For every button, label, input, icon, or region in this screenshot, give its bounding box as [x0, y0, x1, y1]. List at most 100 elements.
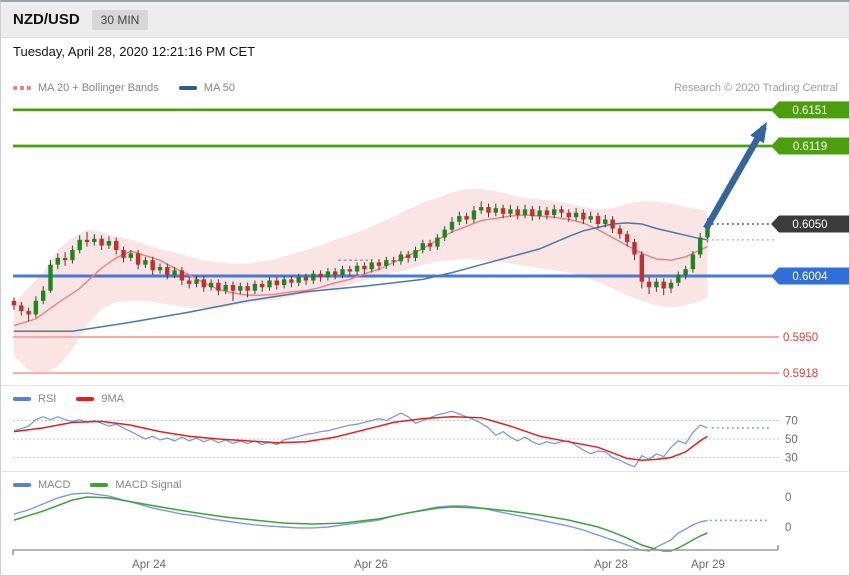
candle-body-bullish [668, 282, 674, 289]
resistance-price-tag-text: 0.6151 [792, 105, 827, 117]
candle-body-bullish [537, 210, 542, 217]
candle-body-bullish [92, 238, 97, 243]
rsi-gridline-label: 50 [785, 434, 798, 446]
candle-body-bearish [303, 277, 309, 281]
candle-body-bearish [625, 234, 630, 243]
ma50-line [14, 222, 708, 333]
candle-body-bearish [610, 219, 615, 229]
macd-legend-swatch [13, 483, 31, 487]
candle-body-bullish [77, 239, 82, 250]
candle-body-bearish [62, 257, 68, 261]
candle-body-bullish [252, 283, 258, 291]
candle-body-bullish [457, 216, 462, 222]
macd-legend-label: MACD Signal [115, 479, 182, 491]
pivot-price-tag-text: 0.6004 [792, 271, 828, 283]
candle-body-bullish [296, 277, 301, 283]
research-watermark: Research © 2020 Trading Central [673, 82, 838, 94]
chart-datetime: Tuesday, April 28, 2020 12:21:16 PM CET [13, 44, 256, 59]
candle-body-bullish [33, 300, 39, 315]
rsi-panel-legend: RSI 9MA [13, 393, 144, 405]
candle-body-bearish [187, 280, 192, 284]
candle-body-bullish [128, 253, 133, 258]
resistance-price-tag-bg [771, 101, 849, 119]
rsi-9ma-line [13, 416, 708, 462]
candle-body-bearish [201, 279, 206, 288]
candle-body-bearish [333, 271, 338, 275]
candle-body-bearish [26, 311, 31, 315]
macd-zero-label: 0 [785, 492, 791, 504]
candle-body-bullish [194, 279, 199, 284]
candle-body-bearish [486, 207, 491, 213]
candle-body-bearish [19, 305, 24, 312]
rsi-legend-swatch [13, 397, 31, 401]
chart-header-bar: NZD/USD 30 MIN [1, 2, 849, 38]
forecast-up-arrow [703, 121, 767, 231]
candle-body-bearish [566, 212, 571, 218]
candle-body-bearish [464, 216, 469, 220]
current-price-tag-text: 0.6050 [792, 219, 827, 231]
candle-body-bearish [500, 208, 506, 214]
main-legend-item: MA 20 + Bollinger Bands [13, 82, 159, 94]
candle-body-bearish [530, 209, 535, 217]
rsi-legend-swatch [76, 397, 95, 401]
candle-body-bullish [690, 254, 696, 270]
candle-body-bullish [41, 290, 46, 301]
candle-body-bullish [281, 279, 287, 286]
candle-body-bearish [135, 253, 141, 265]
candle-body-bullish [552, 209, 557, 215]
candle-body-bullish [479, 207, 484, 211]
candle-body-bullish [55, 257, 60, 265]
candle-body-bullish [384, 260, 389, 266]
rsi-legend-label: 9MA [101, 393, 124, 405]
rsi-line [13, 410, 708, 468]
candle-body-bullish [48, 264, 53, 291]
candle-body-bullish [705, 226, 710, 238]
current-price-tag-bg [771, 215, 849, 233]
rsi-legend-label: RSI [38, 393, 57, 405]
main-legend-swatch [13, 86, 31, 90]
candle-body-bearish [230, 285, 236, 291]
main-legend-label: MA 50 [203, 82, 235, 94]
candle-body-bearish [11, 300, 17, 306]
candle-body-bullish [398, 254, 404, 262]
candle-body-bearish [391, 260, 396, 262]
candle-body-bullish [683, 269, 688, 275]
candle-body-bearish [260, 283, 265, 288]
symbol-title: NZD/USD [13, 11, 80, 28]
candle-body-bearish [114, 240, 119, 250]
bollinger-band-area [14, 189, 708, 375]
candle-body-bullish [435, 237, 440, 247]
candle-body-bearish [661, 281, 666, 289]
candle-body-bearish [559, 209, 564, 213]
candle-body-bullish [340, 269, 345, 275]
macd-legend-item: MACD Signal [90, 479, 181, 491]
main-chart-legend: MA 20 + Bollinger Bands MA 50 [13, 82, 255, 94]
candle-body-bullish [603, 219, 608, 224]
candle-body-bullish [223, 285, 228, 291]
candle-body-bearish [121, 249, 126, 258]
candle-body-bearish [84, 239, 90, 243]
main-legend-swatch [178, 86, 197, 90]
candle-body-bullish [311, 273, 316, 281]
candle-body-bearish [179, 270, 185, 281]
candle-body-bearish [165, 266, 170, 275]
candle-body-bearish [427, 243, 433, 247]
candle-body-bearish [216, 282, 221, 291]
rsi-gridline-label: 30 [785, 453, 798, 465]
candle-body-bullish [522, 209, 528, 215]
candle-body-bullish [354, 265, 360, 272]
candle-body-bearish [646, 281, 652, 288]
support-price-label: 0.5950 [783, 332, 818, 344]
x-axis-label: Apr 29 [691, 559, 725, 571]
candle-body-bullish [442, 229, 447, 238]
candle-body-bullish [420, 243, 425, 250]
resistance-price-tag-bg [771, 137, 849, 155]
rsi-gridline-label: 70 [785, 416, 798, 428]
candle-body-bullish [267, 280, 272, 288]
candle-body-bearish [362, 265, 367, 270]
candle-body-bearish [617, 228, 623, 235]
macd-signal-line [13, 496, 708, 552]
macd-legend-label: MACD [38, 479, 71, 491]
